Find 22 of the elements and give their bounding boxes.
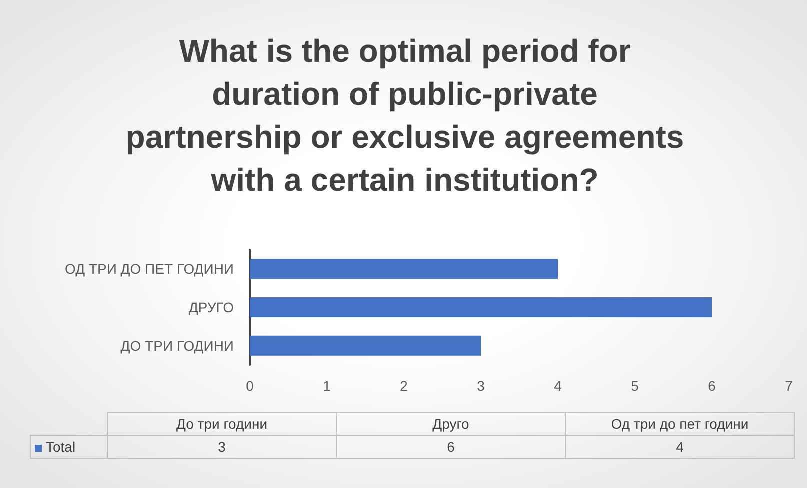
x-tick-label: 1	[323, 378, 332, 394]
y-tick-label: ОД ТРИ ДО ПЕТ ГОДИНИ	[65, 261, 234, 278]
text: 3	[108, 436, 336, 458]
x-tick-label: 7	[785, 378, 794, 394]
x-tick-label: 5	[631, 378, 640, 394]
x-tick-label: 3	[477, 378, 486, 394]
text: До три години	[108, 412, 336, 436]
x-tick-label: 6	[708, 378, 716, 394]
x-tick-label: 0	[246, 378, 254, 394]
x-tick-label: 2	[400, 378, 408, 394]
legend-label: Total	[30, 436, 108, 458]
text: Друго	[336, 412, 566, 436]
y-tick-label: ДО ТРИ ГОДИНИ	[120, 338, 234, 354]
x-tick-label: 4	[554, 378, 562, 394]
text: 6	[336, 436, 566, 458]
bar	[250, 298, 712, 318]
text: Од три до пет години	[566, 412, 794, 436]
text: 4	[566, 436, 794, 458]
y-tick-label: ДРУГО	[188, 300, 234, 316]
bar	[250, 259, 558, 280]
bar	[250, 336, 481, 356]
chart-title: What is the optimal period for duration of public-private partnership or exclusive agreements with a certain institution?	[124, 32, 686, 200]
